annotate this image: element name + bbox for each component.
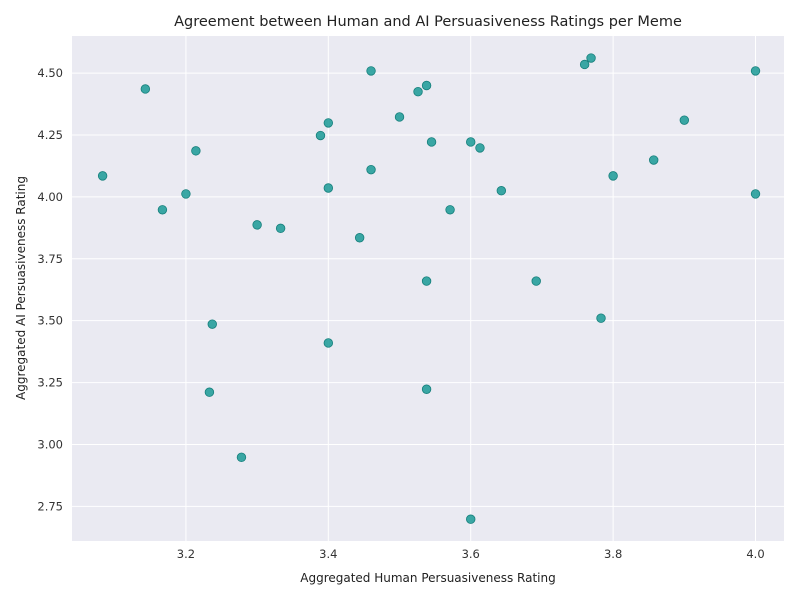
scatter-point [207,319,217,329]
scatter-point [596,313,606,323]
scatter-point [649,155,659,165]
scatter-point [475,143,485,153]
scatter-point [181,189,191,199]
scatter-point [157,205,168,215]
grid-lines [72,36,784,541]
scatter-point [252,220,262,230]
scatter-point [679,115,690,125]
scatter-point [204,387,215,397]
x-tick-label: 3.8 [604,547,622,561]
chart-title: Agreement between Human and AI Persuasiv… [174,14,682,30]
scatter-point [426,137,437,147]
y-tick-label: 3.25 [37,376,63,390]
data-points [97,53,761,524]
plot-area [72,36,784,541]
scatter-point [421,276,432,286]
scatter-point [315,130,326,141]
scatter-point [586,53,596,63]
scatter-point [750,66,761,76]
scatter-point [394,112,405,122]
y-tick-label: 2.75 [37,499,63,513]
y-tick-label: 3.00 [37,437,63,451]
scatter-point [323,118,334,128]
y-tick-label: 4.50 [37,66,63,80]
scatter-point [579,59,590,70]
x-tick-label: 4.0 [746,547,764,561]
y-axis-label: Aggregated AI Persuasiveness Rating [14,176,28,400]
scatter-point [366,66,376,76]
scatter-point [421,384,432,394]
scatter-point [366,164,376,175]
scatter-point [323,183,334,193]
scatter-point [531,276,541,286]
scatter-point [191,146,201,156]
x-tick-label: 3.4 [319,547,337,561]
scatter-point [354,233,365,243]
y-tick-label: 4.00 [37,190,63,204]
scatter-point [750,189,761,199]
scatter-point [466,514,476,524]
y-tick-label: 4.25 [37,128,63,142]
scatter-point [323,338,334,348]
x-tick-label: 3.2 [177,547,195,561]
scatter-point [421,80,432,91]
y-tick-label: 3.75 [37,252,63,266]
scatter-point [97,171,108,181]
scatter-point [275,223,286,234]
tick-labels: 3.2 3.4 3.6 3.8 4.0 2.75 3.00 3.25 3.50 3.75 4.00 4… [37,66,764,561]
scatter-point [608,171,618,181]
x-axis-label: Aggregated Human Persuasiveness Rating [300,571,555,585]
scatter-point [413,86,423,97]
scatter-point [236,452,247,463]
x-tick-label: 3.6 [462,547,480,561]
y-tick-label: 3.50 [37,314,63,328]
scatter-point [140,84,151,94]
scatter-point [445,205,455,215]
scatter-point [466,137,476,147]
scatter-point [496,186,507,196]
